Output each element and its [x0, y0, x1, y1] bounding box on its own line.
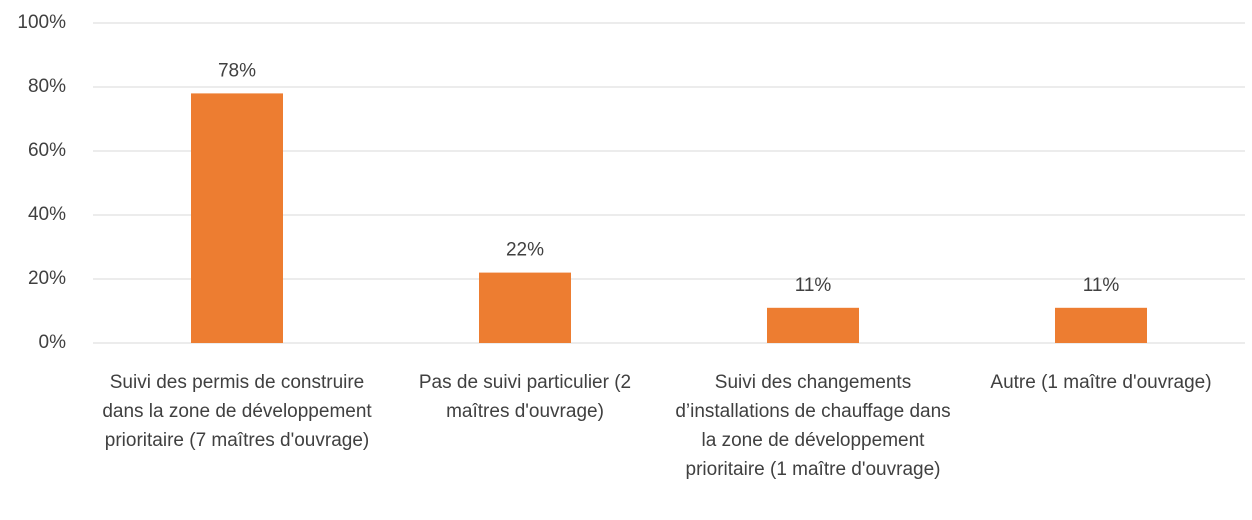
bar [767, 307, 859, 343]
bar [191, 93, 283, 344]
x-tick-label: Suivi des changements d’installations de … [675, 372, 950, 480]
y-tick-label: 40% [28, 204, 66, 225]
y-tick-label: 100% [17, 12, 66, 33]
y-tick-label: 80% [28, 76, 66, 97]
data-label: 11% [1083, 275, 1120, 296]
data-label: 78% [218, 60, 256, 81]
data-label: 22% [506, 240, 544, 261]
x-tick-label: Pas de suivi particulier (2 maîtres d'ouv… [419, 372, 631, 422]
bar [479, 272, 571, 343]
x-tick-label: Autre (1 maître d'ouvrage) [990, 372, 1211, 393]
bar [1055, 307, 1147, 343]
x-tick-label: Suivi des permis de construire dans la zo… [102, 372, 372, 451]
y-tick-label: 20% [28, 268, 66, 289]
y-tick-label: 60% [28, 140, 66, 161]
data-label: 11% [795, 275, 832, 296]
y-tick-label: 0% [39, 332, 67, 353]
